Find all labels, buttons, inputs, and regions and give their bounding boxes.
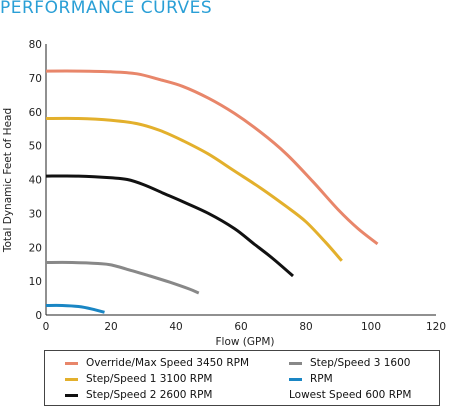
y-tick-label: 30 — [29, 208, 42, 220]
chart-legend: Override/Max Speed 3450 RPM Step/Speed 1… — [44, 350, 440, 406]
x-tick-label: 40 — [169, 321, 182, 333]
legend-label: Step/Speed 3 1600 — [310, 357, 411, 369]
legend-item-rpm: RPM — [289, 373, 333, 385]
y-tick-labels: 0 10 20 30 40 50 60 70 80 — [29, 39, 42, 322]
legend-swatch — [289, 377, 302, 381]
legend-swatch — [289, 361, 302, 365]
y-tick-label: 10 — [29, 276, 42, 288]
x-tick-labels: 0 20 40 60 80 100 120 — [43, 321, 446, 333]
legend-label: Step/Speed 2 2600 RPM — [86, 389, 213, 401]
series-line-3 — [45, 260, 200, 295]
legend-label: Override/Max Speed 3450 RPM — [86, 357, 250, 369]
x-tick-label: 20 — [104, 321, 117, 333]
legend-swatch — [65, 393, 78, 397]
series-line-1 — [45, 116, 343, 262]
x-axis-label: Flow (GPM) — [215, 336, 274, 348]
x-tick-label: 100 — [361, 321, 381, 333]
legend-item-override: Override/Max Speed 3450 RPM — [65, 357, 249, 369]
legend-item-lowest: Lowest Speed 600 RPM — [289, 389, 411, 401]
series-line-0 — [45, 69, 379, 246]
y-axis-label: Total Dynamic Feet of Head — [2, 108, 14, 253]
legend-item-step2: Step/Speed 2 2600 RPM — [65, 389, 212, 401]
y-tick-label: 70 — [29, 73, 42, 85]
legend-label: Lowest Speed 600 RPM — [289, 389, 412, 401]
x-tick-label: 120 — [426, 321, 446, 333]
y-tick-label: 0 — [35, 310, 42, 322]
y-tick-label: 60 — [29, 107, 42, 119]
y-tick-label: 40 — [29, 175, 42, 187]
legend-item-step3: Step/Speed 3 1600 — [289, 357, 410, 369]
y-tick-label: 50 — [29, 141, 42, 153]
x-tick-label: 60 — [234, 321, 247, 333]
legend-swatch — [65, 377, 78, 381]
legend-label: RPM — [310, 373, 333, 385]
series-line-4 — [45, 303, 105, 314]
series-lines — [45, 69, 379, 314]
y-tick-label: 80 — [29, 39, 42, 51]
x-tick-label: 0 — [43, 321, 50, 333]
series-line-2 — [45, 174, 294, 278]
page-title: PERFORMANCE CURVES — [0, 0, 213, 18]
performance-chart: 0 10 20 30 40 50 60 70 80 0 20 40 60 80 100 120 Flow (… — [2, 39, 446, 348]
y-tick-label: 20 — [29, 242, 42, 254]
x-tick-label: 80 — [299, 321, 312, 333]
legend-label: Step/Speed 1 3100 RPM — [86, 373, 213, 385]
legend-item-step1: Step/Speed 1 3100 RPM — [65, 373, 212, 385]
legend-swatch — [65, 361, 78, 365]
